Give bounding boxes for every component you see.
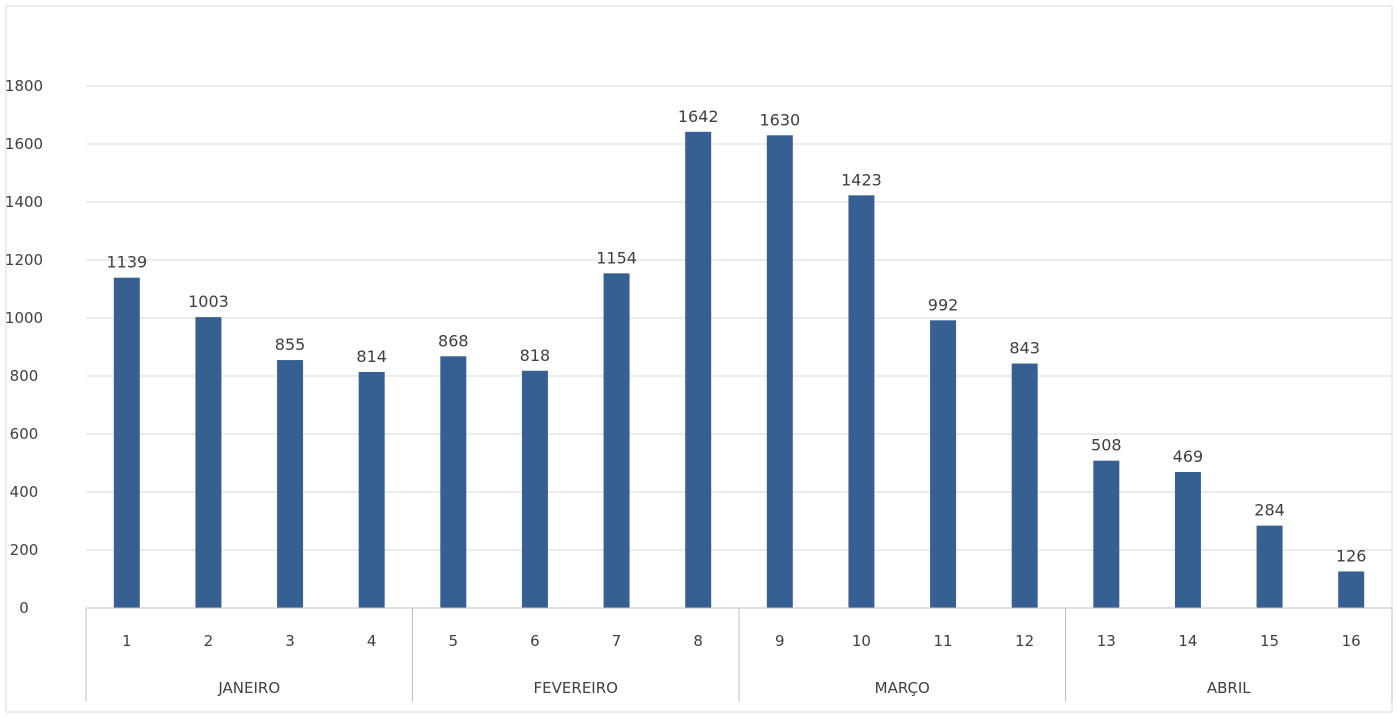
y-tick-label-1400: 1400 xyxy=(5,193,43,211)
x-tick-label-9: 9 xyxy=(775,632,785,650)
bar-10 xyxy=(848,195,875,608)
x-tick-label-15: 15 xyxy=(1260,632,1279,650)
bar-6 xyxy=(521,370,548,608)
x-tick-label-16: 16 xyxy=(1342,632,1361,650)
data-label-5: 868 xyxy=(438,331,469,350)
bar-9 xyxy=(766,135,793,609)
y-tick-label-1200: 1200 xyxy=(5,251,43,269)
group-label-2: MARÇO xyxy=(875,679,930,697)
bar-8 xyxy=(685,131,712,608)
data-label-15: 284 xyxy=(1254,501,1285,520)
x-tick-label-8: 8 xyxy=(693,632,703,650)
x-tick-label-7: 7 xyxy=(612,632,622,650)
data-label-14: 469 xyxy=(1173,447,1204,466)
x-tick-label-11: 11 xyxy=(934,632,953,650)
y-tick-label-600: 600 xyxy=(10,425,39,443)
x-tick-label-3: 3 xyxy=(285,632,295,650)
data-label-2: 1003 xyxy=(188,292,229,311)
bar-12 xyxy=(1011,363,1038,608)
bar-1 xyxy=(113,277,140,608)
x-tick-label-5: 5 xyxy=(449,632,459,650)
y-tick-label-0: 0 xyxy=(19,599,29,617)
y-tick-label-800: 800 xyxy=(10,367,39,385)
bar-5 xyxy=(440,356,467,608)
data-label-6: 818 xyxy=(520,346,551,365)
x-tick-label-10: 10 xyxy=(852,632,871,650)
data-label-10: 1423 xyxy=(841,170,882,189)
data-label-7: 1154 xyxy=(596,248,637,267)
bar-4 xyxy=(358,371,385,608)
data-label-4: 814 xyxy=(356,347,387,366)
data-label-11: 992 xyxy=(928,295,959,314)
data-label-12: 843 xyxy=(1009,339,1040,358)
x-tick-label-13: 13 xyxy=(1097,632,1116,650)
bar-11 xyxy=(930,320,957,608)
data-label-9: 1630 xyxy=(759,110,800,129)
bar-16 xyxy=(1338,571,1365,608)
group-label-0: JANEIRO xyxy=(217,679,280,697)
bars xyxy=(113,131,1365,609)
group-label-1: FEVEREIRO xyxy=(534,679,618,697)
bar-3 xyxy=(277,360,304,608)
data-label-16: 126 xyxy=(1336,546,1367,565)
y-tick-label-400: 400 xyxy=(10,483,39,501)
bar-14 xyxy=(1174,471,1201,608)
x-tick-label-2: 2 xyxy=(204,632,214,650)
data-label-3: 855 xyxy=(275,335,306,354)
x-tick-label-14: 14 xyxy=(1178,632,1197,650)
data-labels: 1139 1003 855 814 868 818 1154 1642 1630 1423 992 8… xyxy=(106,107,1366,566)
y-tick-label-1000: 1000 xyxy=(5,309,43,327)
x-tick-label-12: 12 xyxy=(1015,632,1034,650)
data-label-1: 1139 xyxy=(106,253,147,272)
bar-15 xyxy=(1256,525,1283,608)
bar-13 xyxy=(1093,460,1120,608)
gridlines xyxy=(86,85,1392,551)
data-label-13: 508 xyxy=(1091,436,1122,455)
y-tick-label-200: 200 xyxy=(10,541,39,559)
x-tick-label-1: 1 xyxy=(122,632,132,650)
bar-2 xyxy=(195,317,222,608)
y-axis: 0 200 400 600 800 1000 1200 1400 1600 1800 xyxy=(5,77,43,617)
bar-7 xyxy=(603,273,630,608)
data-label-8: 1642 xyxy=(678,107,719,126)
x-tick-label-4: 4 xyxy=(367,632,377,650)
y-tick-label-1600: 1600 xyxy=(5,135,43,153)
x-tick-label-6: 6 xyxy=(530,632,540,650)
y-tick-label-1800: 1800 xyxy=(5,77,43,95)
group-label-3: ABRIL xyxy=(1207,679,1251,697)
